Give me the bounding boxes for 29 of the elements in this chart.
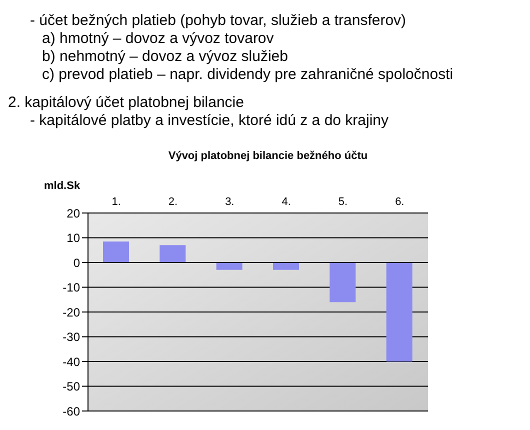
bar xyxy=(330,262,356,302)
y-tick-label: 20 xyxy=(66,206,80,220)
y-tick-label: -60 xyxy=(62,404,80,418)
y-tick-label: 10 xyxy=(66,231,80,246)
text: 2. kapitálový účet platobnej bilancie xyxy=(8,94,245,112)
bar xyxy=(216,262,242,270)
x-tick-label: 2. xyxy=(168,196,178,208)
y-tick-label: -10 xyxy=(62,280,80,295)
text: - kapitálové platby a investície, ktoré idú z a do krajiny xyxy=(29,112,390,130)
bar xyxy=(273,262,299,270)
x-tick-label: 4. xyxy=(282,196,291,208)
y-tick-label: 0 xyxy=(73,256,80,270)
y-tick-label: -40 xyxy=(62,354,80,369)
y-tick-label: -20 xyxy=(62,305,80,320)
bar xyxy=(160,245,186,262)
text: - účet bežných platieb (pohyb tovar, služieb a transferov) xyxy=(29,12,408,30)
x-tick-label: 1. xyxy=(112,196,121,208)
text: b) nehmotný – dovoz a vývoz služieb xyxy=(41,48,289,66)
y-axis-title: mld.Sk xyxy=(44,180,80,192)
text: c) prevod platieb – napr. dividendy pre zahraničné spoločnosti xyxy=(41,66,454,84)
x-tick-label: 6. xyxy=(395,196,404,208)
bar xyxy=(103,241,129,262)
text: a) hmotný – dovoz a vývoz tovarov xyxy=(41,30,275,48)
x-tick-label: 5. xyxy=(338,196,348,208)
bar xyxy=(386,262,412,362)
y-tick-label: -50 xyxy=(62,380,80,394)
x-tick-label: 3. xyxy=(225,196,234,208)
chart-title: Vývoj platobnej bilancie bežného účtu xyxy=(167,150,369,162)
y-tick-label: -30 xyxy=(62,330,80,344)
